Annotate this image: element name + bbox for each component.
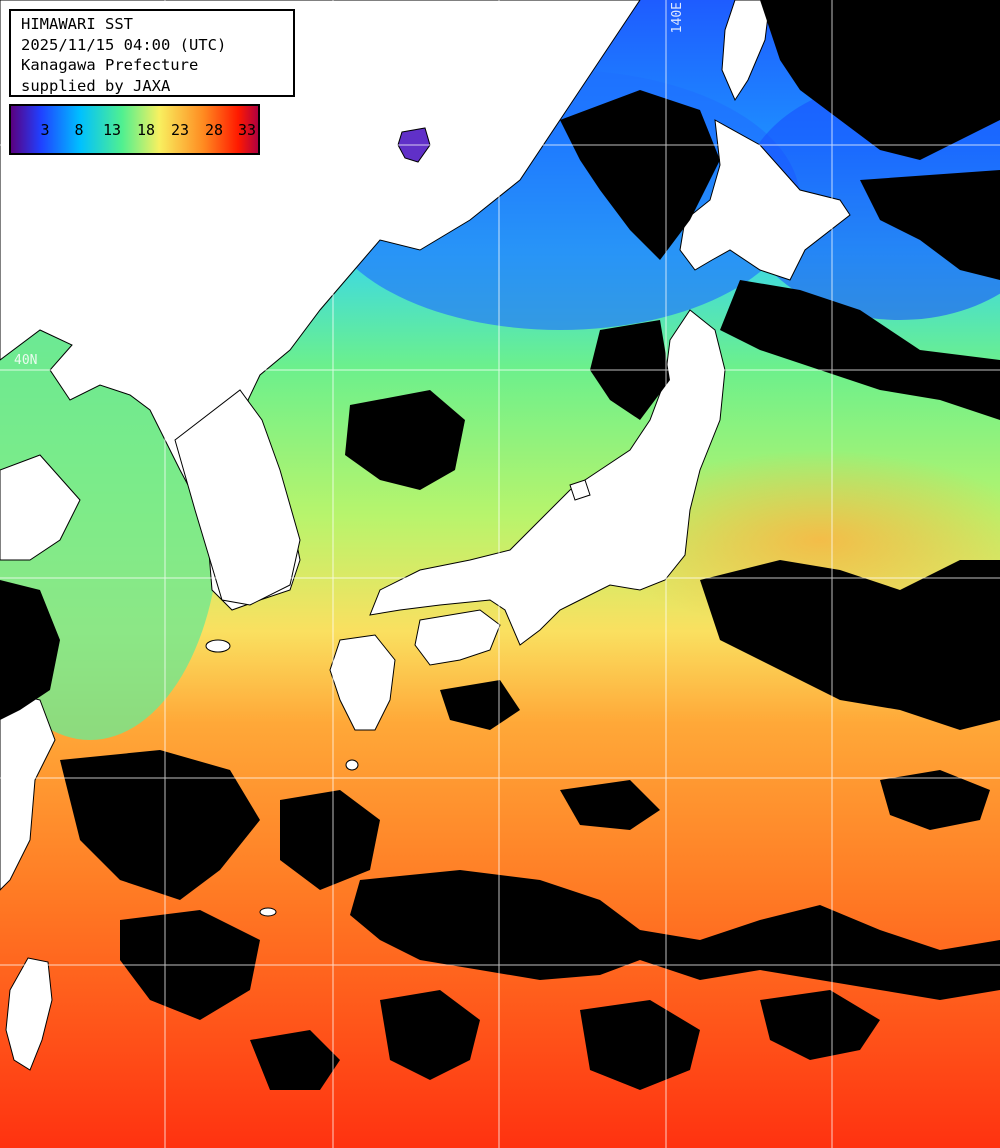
longitude-label-140e: 140E xyxy=(670,2,685,34)
source-label: supplied by JAXA xyxy=(21,76,171,95)
land-shikoku xyxy=(414,609,501,666)
map-title: HIMAWARI SST xyxy=(21,15,133,33)
info-box: HIMAWARI SST 2025/11/15 04:00 (UTC) Kana… xyxy=(9,9,295,97)
land-honshu xyxy=(369,309,726,646)
sea-warm-region xyxy=(600,450,1000,630)
land-korea xyxy=(174,389,301,606)
legend-ticks: 3 8 13 18 23 28 33 xyxy=(11,106,258,153)
legend-tick-18: 18 xyxy=(136,121,156,139)
land-jeju xyxy=(205,639,231,653)
land-island-small-1 xyxy=(345,759,359,771)
cloud-cover xyxy=(0,0,1000,1090)
land-china-east xyxy=(0,689,56,891)
legend-tick-28: 28 xyxy=(204,121,224,139)
legend-tick-8: 8 xyxy=(74,121,84,139)
color-legend: 3 8 13 18 23 28 33 xyxy=(9,104,260,155)
legend-tick-33: 33 xyxy=(237,121,257,139)
legend-tick-23: 23 xyxy=(170,121,190,139)
legend-tick-13: 13 xyxy=(102,121,122,139)
land-taiwan xyxy=(5,957,53,1071)
latitude-label-30n: 30N xyxy=(14,760,38,775)
land-hokkaido xyxy=(679,119,851,281)
land-island-small-3 xyxy=(259,907,277,917)
latitude-label-40n: 40N xyxy=(14,353,38,368)
timestamp: 2025/11/15 04:00 (UTC) xyxy=(21,35,227,54)
region-label: Kanagawa Prefecture xyxy=(21,56,199,74)
legend-tick-3: 3 xyxy=(40,121,50,139)
land-china-coast xyxy=(0,454,81,561)
land-sado xyxy=(569,479,591,501)
